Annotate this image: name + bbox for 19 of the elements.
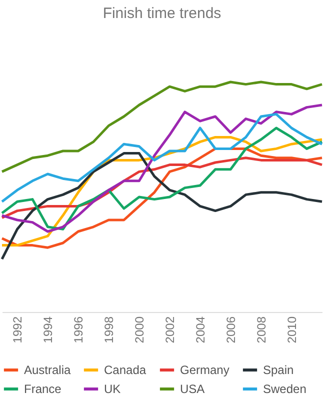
chart-title: Finish time trends <box>102 4 222 22</box>
x-tick-label: 2008 <box>254 316 269 344</box>
legend-label: UK <box>104 382 121 396</box>
legend-label: USA <box>180 382 205 396</box>
legend-label: France <box>24 382 62 396</box>
x-tick-label: 2006 <box>224 316 238 344</box>
x-tick-label: 2004 <box>194 316 208 344</box>
x-tick-label: 2010 <box>285 316 300 344</box>
x-tick-label: 1998 <box>102 316 116 344</box>
legend-label: Australia <box>24 363 72 377</box>
legend-label: Germany <box>180 363 230 377</box>
legend-label: Sweden <box>263 382 306 396</box>
legend-label: Spain <box>263 363 294 377</box>
x-tick-label: 1992 <box>10 316 25 344</box>
x-tick-label: 1994 <box>41 316 56 344</box>
x-tick-label: 2000 <box>132 316 147 344</box>
legend-label: Canada <box>104 363 146 377</box>
x-tick-label: 1996 <box>72 316 86 344</box>
x-tick-label: 2002 <box>163 316 178 344</box>
